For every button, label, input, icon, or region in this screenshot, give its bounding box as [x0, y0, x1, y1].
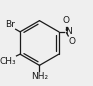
Text: ⁻: ⁻: [71, 37, 74, 42]
Text: CH₃: CH₃: [0, 57, 16, 66]
Text: O: O: [63, 16, 70, 25]
Text: N: N: [65, 27, 72, 36]
Text: Br: Br: [5, 20, 15, 29]
Text: O: O: [69, 37, 76, 46]
Text: NH₂: NH₂: [31, 72, 48, 81]
Text: +: +: [65, 27, 70, 32]
